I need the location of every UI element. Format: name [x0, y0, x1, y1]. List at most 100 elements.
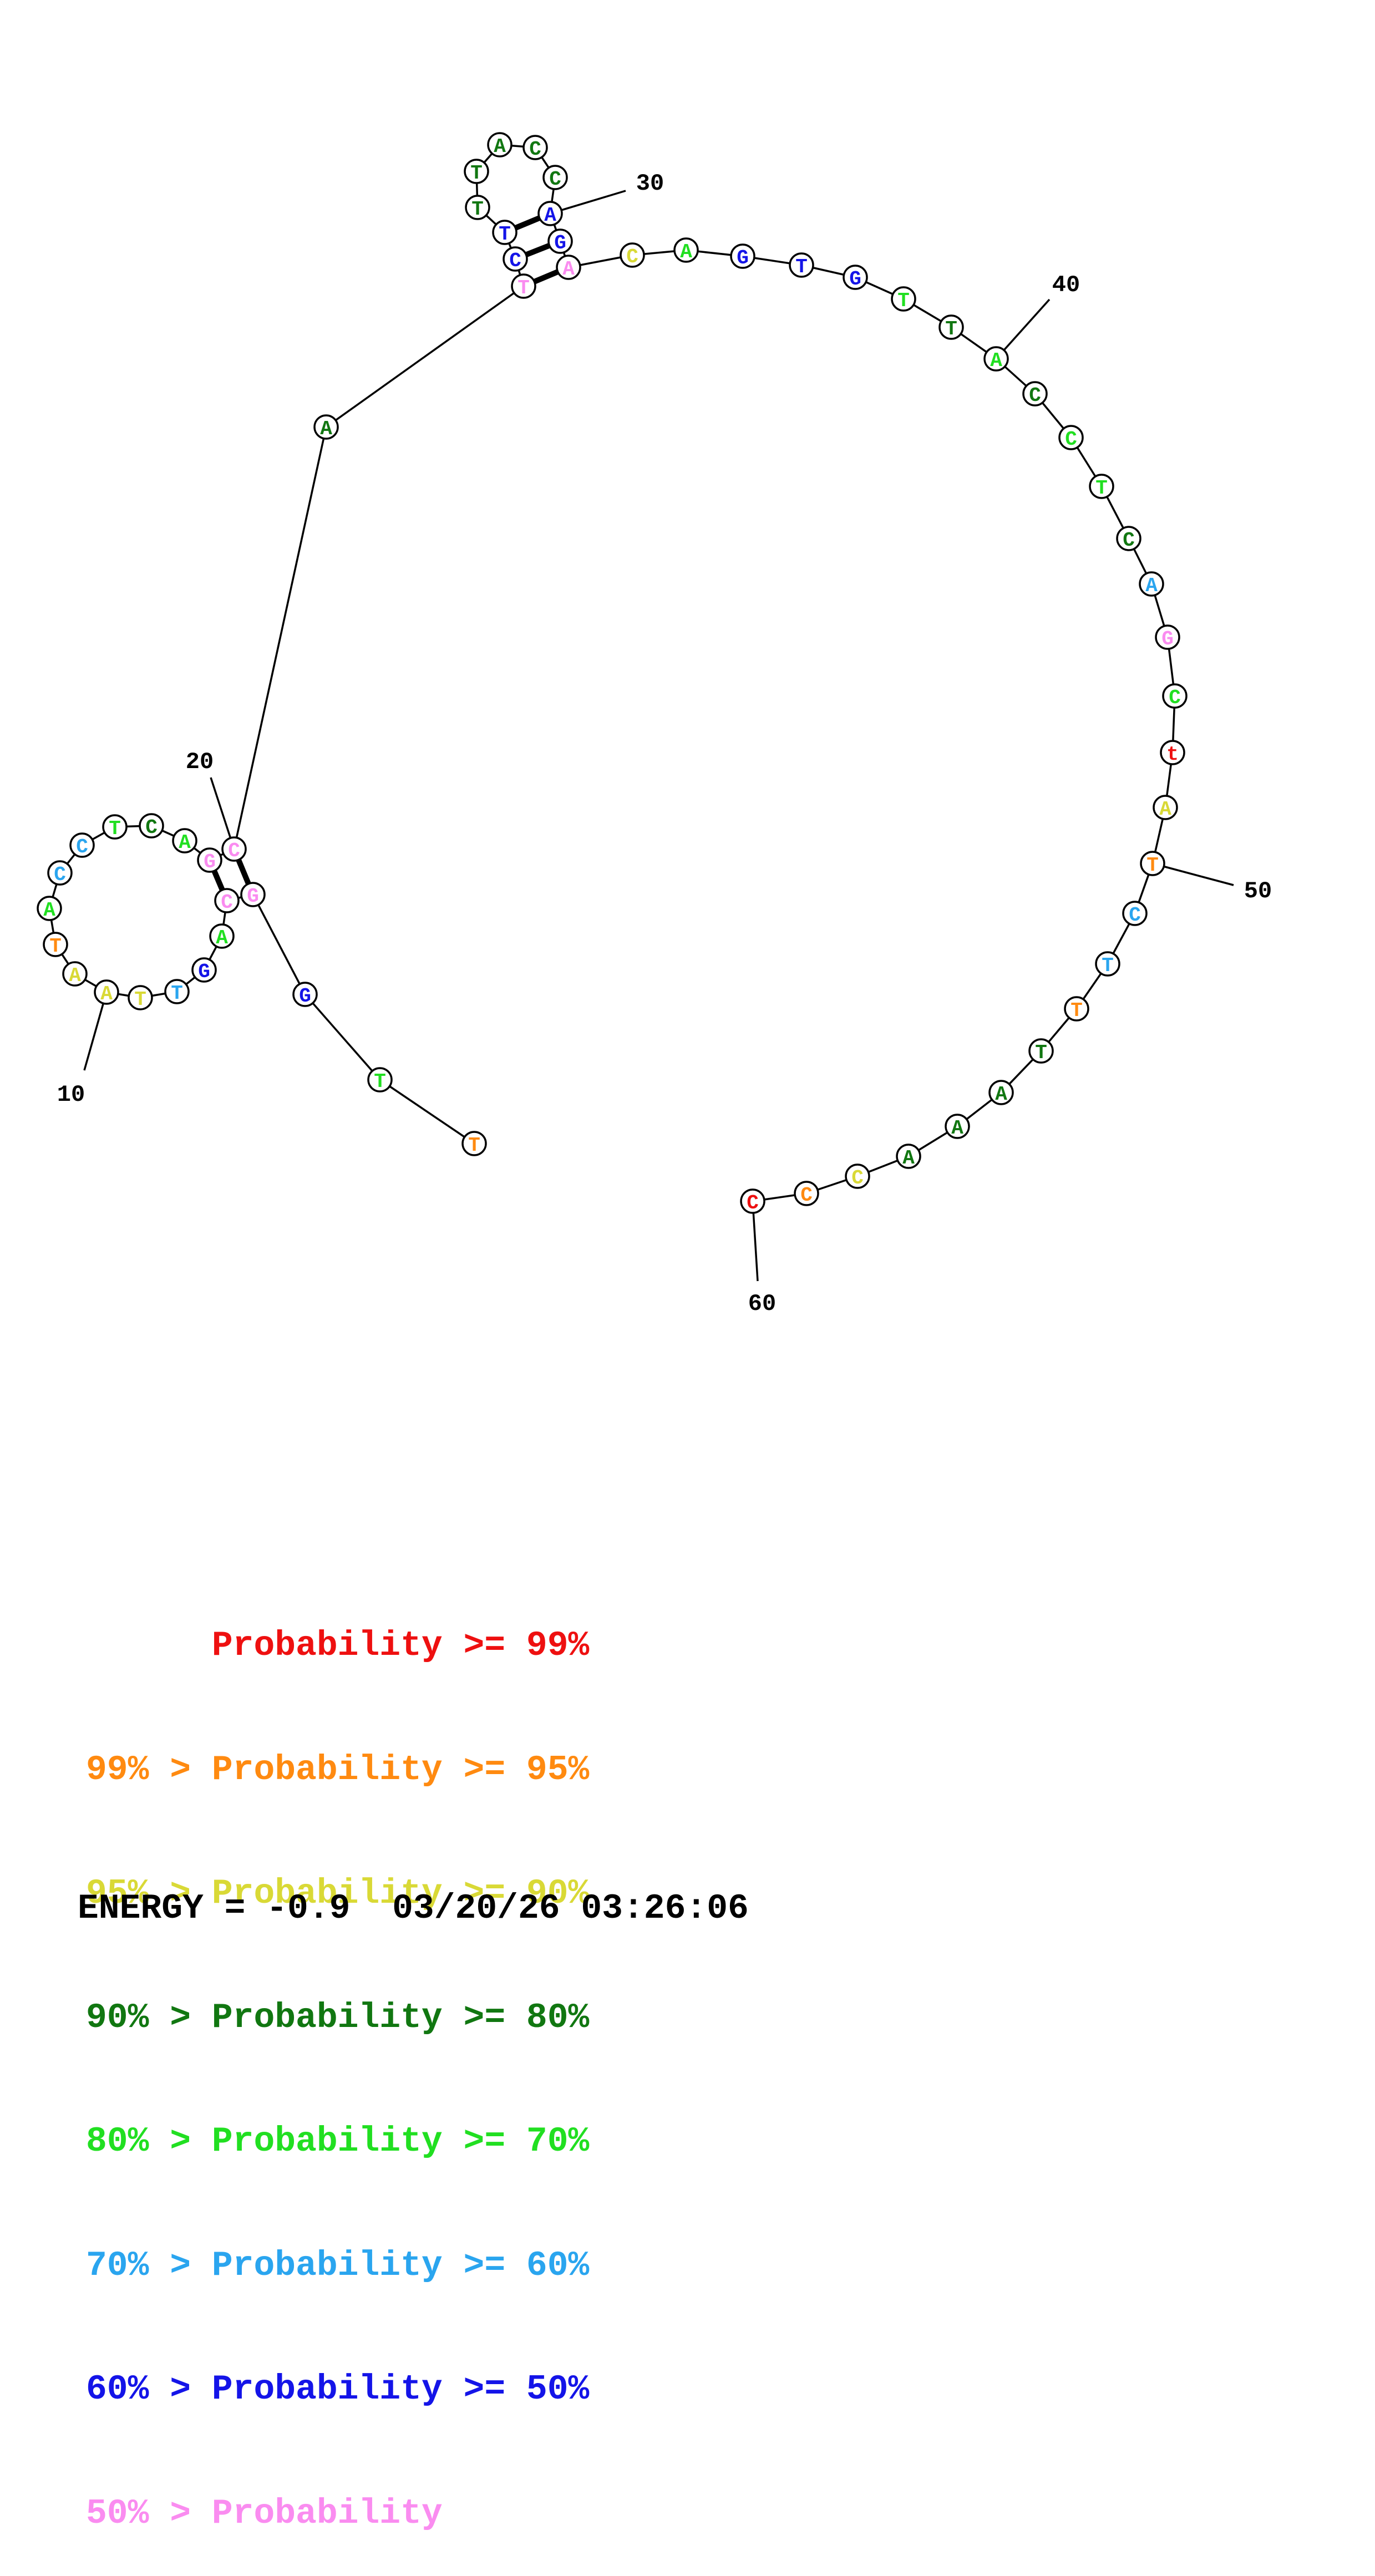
legend-line-8: 50% > Probability [86, 2493, 443, 2533]
nucleotide-circle-52 [1095, 951, 1120, 977]
nucleotide-base-49: A [1159, 798, 1171, 821]
nucleotide-base-38: T [897, 289, 910, 312]
nucleotide-base-26: T [470, 162, 483, 185]
nucleotide-circle-51 [1122, 901, 1148, 926]
nucleotide-circle-54 [1028, 1038, 1054, 1064]
nucleotide-20: C [221, 836, 247, 862]
nucleotide-circle-2 [367, 1067, 393, 1093]
backbone-link-21-22 [325, 285, 525, 428]
backbone-link-3-4 [252, 894, 306, 995]
nucleotide-circle-23 [503, 246, 528, 272]
nucleotide-base-18: A [179, 831, 191, 854]
nucleotide-base-10: A [100, 983, 113, 1005]
nucleotide-circle-16 [102, 814, 128, 840]
nucleotide-circle-47 [1162, 683, 1188, 709]
nucleotide-circle-4 [240, 882, 266, 907]
nucleotide-34: A [673, 237, 699, 263]
nucleotide-base-19: G [204, 851, 216, 873]
nucleotide-circle-5 [214, 888, 240, 913]
nucleotide-base-20: C [228, 840, 240, 862]
nucleotide-base-55: A [995, 1083, 1007, 1106]
backbone-lines [48, 144, 1176, 1202]
nucleotide-circle-50 [1140, 851, 1165, 876]
nucleotide-24: T [492, 220, 517, 246]
nucleotide-base-24: T [499, 223, 511, 246]
nucleotide-57: A [896, 1144, 921, 1170]
nucleotide-base-28: C [529, 138, 541, 161]
nucleotide-circle-7 [191, 957, 217, 983]
nucleotide-circle-25 [465, 195, 490, 220]
nucleotide-base-23: C [509, 250, 521, 272]
nucleotide-base-60: C [747, 1192, 759, 1215]
nucleotide-27: A [487, 132, 513, 158]
legend-line-7: 60% > Probability >= 50% [86, 2370, 590, 2409]
energy-text: ENERGY = -0.9 [78, 1889, 351, 1928]
nucleotide-circle-35 [730, 243, 755, 269]
nucleotide-circle-48 [1160, 740, 1185, 765]
nucleotide-22: T [511, 273, 536, 299]
nucleotide-circle-30 [537, 201, 563, 226]
timestamp-text: 03/20/26 03:26:06 [392, 1889, 749, 1928]
nucleotide-43: T [1089, 474, 1114, 500]
position-label-40: 40 [1052, 272, 1080, 298]
nucleotide-base-50: T [1146, 854, 1159, 877]
legend-line-6: 70% > Probability >= 60% [86, 2245, 590, 2285]
nucleotide-circle-10 [94, 979, 119, 1005]
nucleotide-12: T [43, 932, 68, 958]
nucleotide-base-22: T [517, 277, 530, 299]
position-label-50: 50 [1244, 878, 1272, 905]
leader-line-50 [1152, 862, 1234, 886]
nucleotide-base-51: C [1129, 904, 1141, 927]
position-label-10: 10 [57, 1081, 85, 1108]
nucleotide-55: A [988, 1080, 1014, 1106]
nucleotide-circle-56 [945, 1114, 970, 1139]
nucleotide-circle-39 [938, 314, 964, 340]
nucleotide-42: C [1058, 425, 1084, 451]
nucleotide-50: T [1140, 851, 1165, 877]
leader-line-10 [83, 992, 108, 1071]
nucleotide-base-15: C [76, 836, 88, 858]
nucleotide-base-34: A [680, 241, 692, 263]
backbone-link-20-21 [233, 426, 327, 850]
nucleotide-base-17: C [145, 816, 158, 839]
legend-line-2: 99% > Probability >= 95% [86, 1750, 590, 1790]
nucleotide-base-35: G [737, 247, 749, 270]
nucleotide-15: C [69, 832, 95, 858]
nucleotide-base-48: t [1166, 743, 1179, 766]
nucleotide-circle-12 [43, 932, 68, 957]
nucleotide-54: T [1028, 1038, 1054, 1064]
nucleotide-40: A [983, 346, 1009, 372]
nucleotide-58: C [845, 1163, 870, 1190]
nucleotide-circle-11 [62, 961, 88, 987]
nucleotide-circle-26 [464, 159, 489, 184]
nucleotide-21: A [313, 414, 339, 440]
nucleotide-circle-17 [139, 813, 164, 839]
nucleotide-8: T [164, 979, 190, 1005]
nucleotide-base-8: T [171, 982, 183, 1005]
legend-line-3: 95% > Probability >= 90% [86, 1874, 590, 1913]
nucleotide-base-3: G [299, 985, 311, 1008]
nucleotide-51: C [1122, 901, 1148, 927]
nucleotide-circle-36 [789, 252, 814, 278]
legend-line-4: 90% > Probability >= 80% [86, 1998, 590, 2038]
nucleotide-17: C [139, 813, 164, 839]
nucleotide-base-41: C [1029, 384, 1041, 407]
nucleotide-10: A [94, 979, 119, 1005]
nucleotide-base-5: C [221, 891, 233, 914]
nucleotide-circle-32 [556, 255, 581, 280]
nucleotide-base-14: C [54, 863, 66, 886]
nucleotide-11: A [62, 961, 88, 987]
legend-line-1: Probability >= 99% [211, 1626, 590, 1665]
nucleotide-37: G [843, 265, 868, 291]
nucleotide-47: C [1162, 683, 1188, 709]
position-labels: 10 20 30 40 50 60 [57, 170, 1272, 1317]
legend-line-5: 80% > Probability >= 70% [86, 2122, 590, 2161]
nucleotide-base-31: G [554, 232, 566, 255]
position-label-20: 20 [186, 749, 214, 775]
nucleotide-circle-40 [983, 346, 1009, 372]
nucleotide-59: C [794, 1181, 819, 1207]
nucleotide-circle-15 [69, 832, 95, 858]
nucleotide-base-40: A [990, 349, 1002, 372]
nucleotide-53: T [1064, 996, 1089, 1022]
